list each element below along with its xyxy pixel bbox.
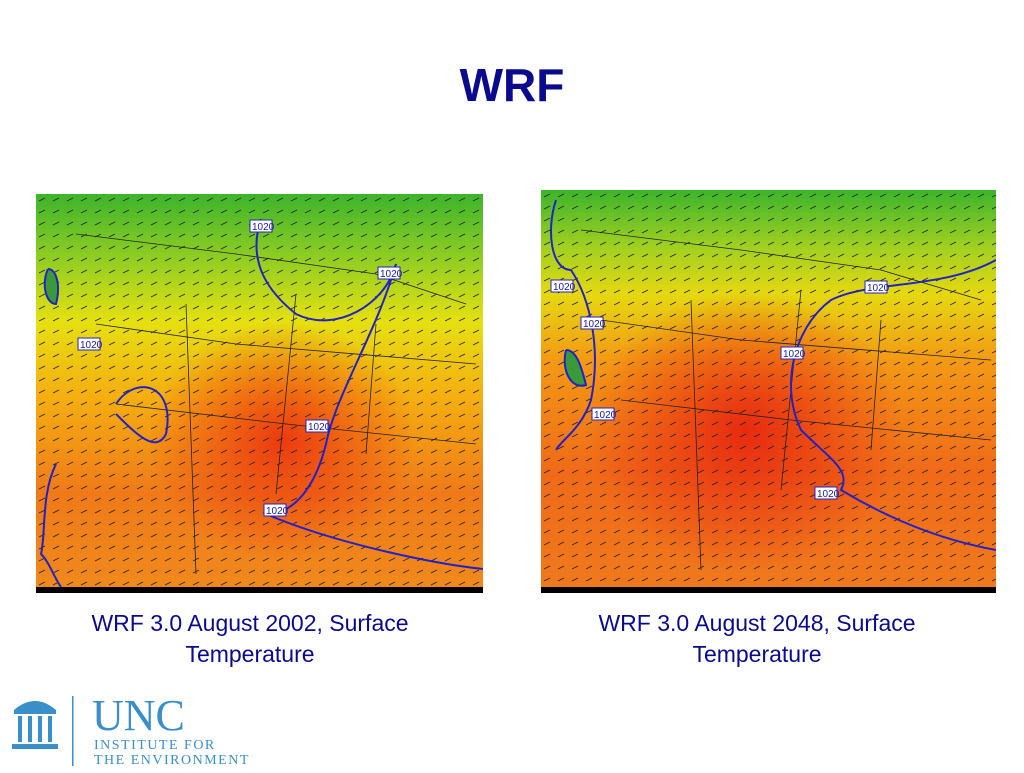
isobar-label: 1020 [80, 340, 103, 351]
caption-line: Temperature [692, 641, 822, 667]
unc-institute-logo: UNC INSTITUTE FOR THE ENVIRONMENT [10, 691, 280, 768]
isobar-label: 1020 [583, 319, 606, 330]
isobar-label: 1020 [380, 269, 403, 280]
isobar-label: 1020 [867, 283, 890, 294]
isobar-label: 1020 [594, 410, 617, 421]
isobar-label: 1020 [817, 489, 840, 500]
logo-unc: UNC [92, 692, 185, 740]
surface-temperature-map-2048: 1020 1020 1020 1020 1020 1020 [541, 190, 996, 593]
isobar-label: 1020 [553, 282, 576, 293]
caption-line: WRF 3.0 August 2048, Surface [598, 610, 916, 636]
map-caption-2002: WRF 3.0 August 2002, Surface Temperature [20, 608, 480, 670]
old-well-icon [12, 701, 58, 749]
caption-line: Temperature [185, 641, 315, 667]
isobar-label: 1020 [266, 506, 289, 517]
isobar-label: 1020 [308, 422, 331, 433]
logo-line1: INSTITUTE FOR [94, 738, 216, 753]
surface-temperature-map-2002: 1020 1020 1020 1020 1020 [36, 194, 483, 593]
caption-line: WRF 3.0 August 2002, Surface [91, 610, 409, 636]
isobar-label: 1020 [252, 222, 275, 233]
slide-title: WRF [459, 59, 565, 111]
isobar-label: 1020 [783, 349, 806, 360]
logo-line2: THE ENVIRONMENT [94, 753, 250, 768]
map-caption-2048: WRF 3.0 August 2048, Surface Temperature [527, 608, 987, 670]
